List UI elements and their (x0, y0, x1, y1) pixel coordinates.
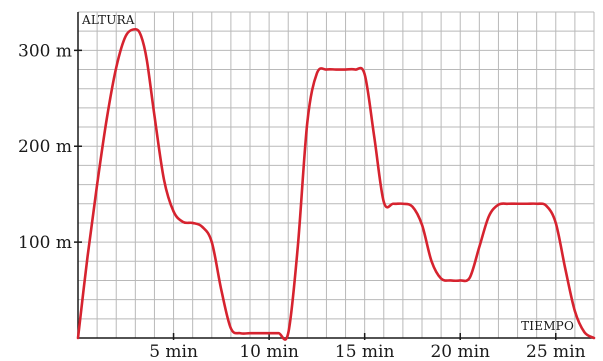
y-tick-label: 300 m (18, 41, 72, 61)
x-tick-label: 25 min (526, 342, 586, 361)
series (76, 27, 596, 341)
altitude-line (76, 27, 596, 341)
ticks: 5 min 10 min 15 min 20 min 25 min 100 m 200 m 3… (18, 41, 586, 361)
axes (77, 12, 594, 339)
y-axis-title: ALTURA (81, 13, 135, 27)
x-axis-title: TIEMPO (521, 319, 574, 333)
x-tick-label: 10 min (239, 342, 299, 361)
grid (78, 11, 595, 338)
x-tick-label: 20 min (430, 342, 490, 361)
y-tick-label: 100 m (18, 233, 72, 253)
y-tick-label: 200 m (18, 137, 72, 157)
x-tick-label: 5 min (149, 342, 198, 361)
x-tick-label: 15 min (335, 342, 395, 361)
